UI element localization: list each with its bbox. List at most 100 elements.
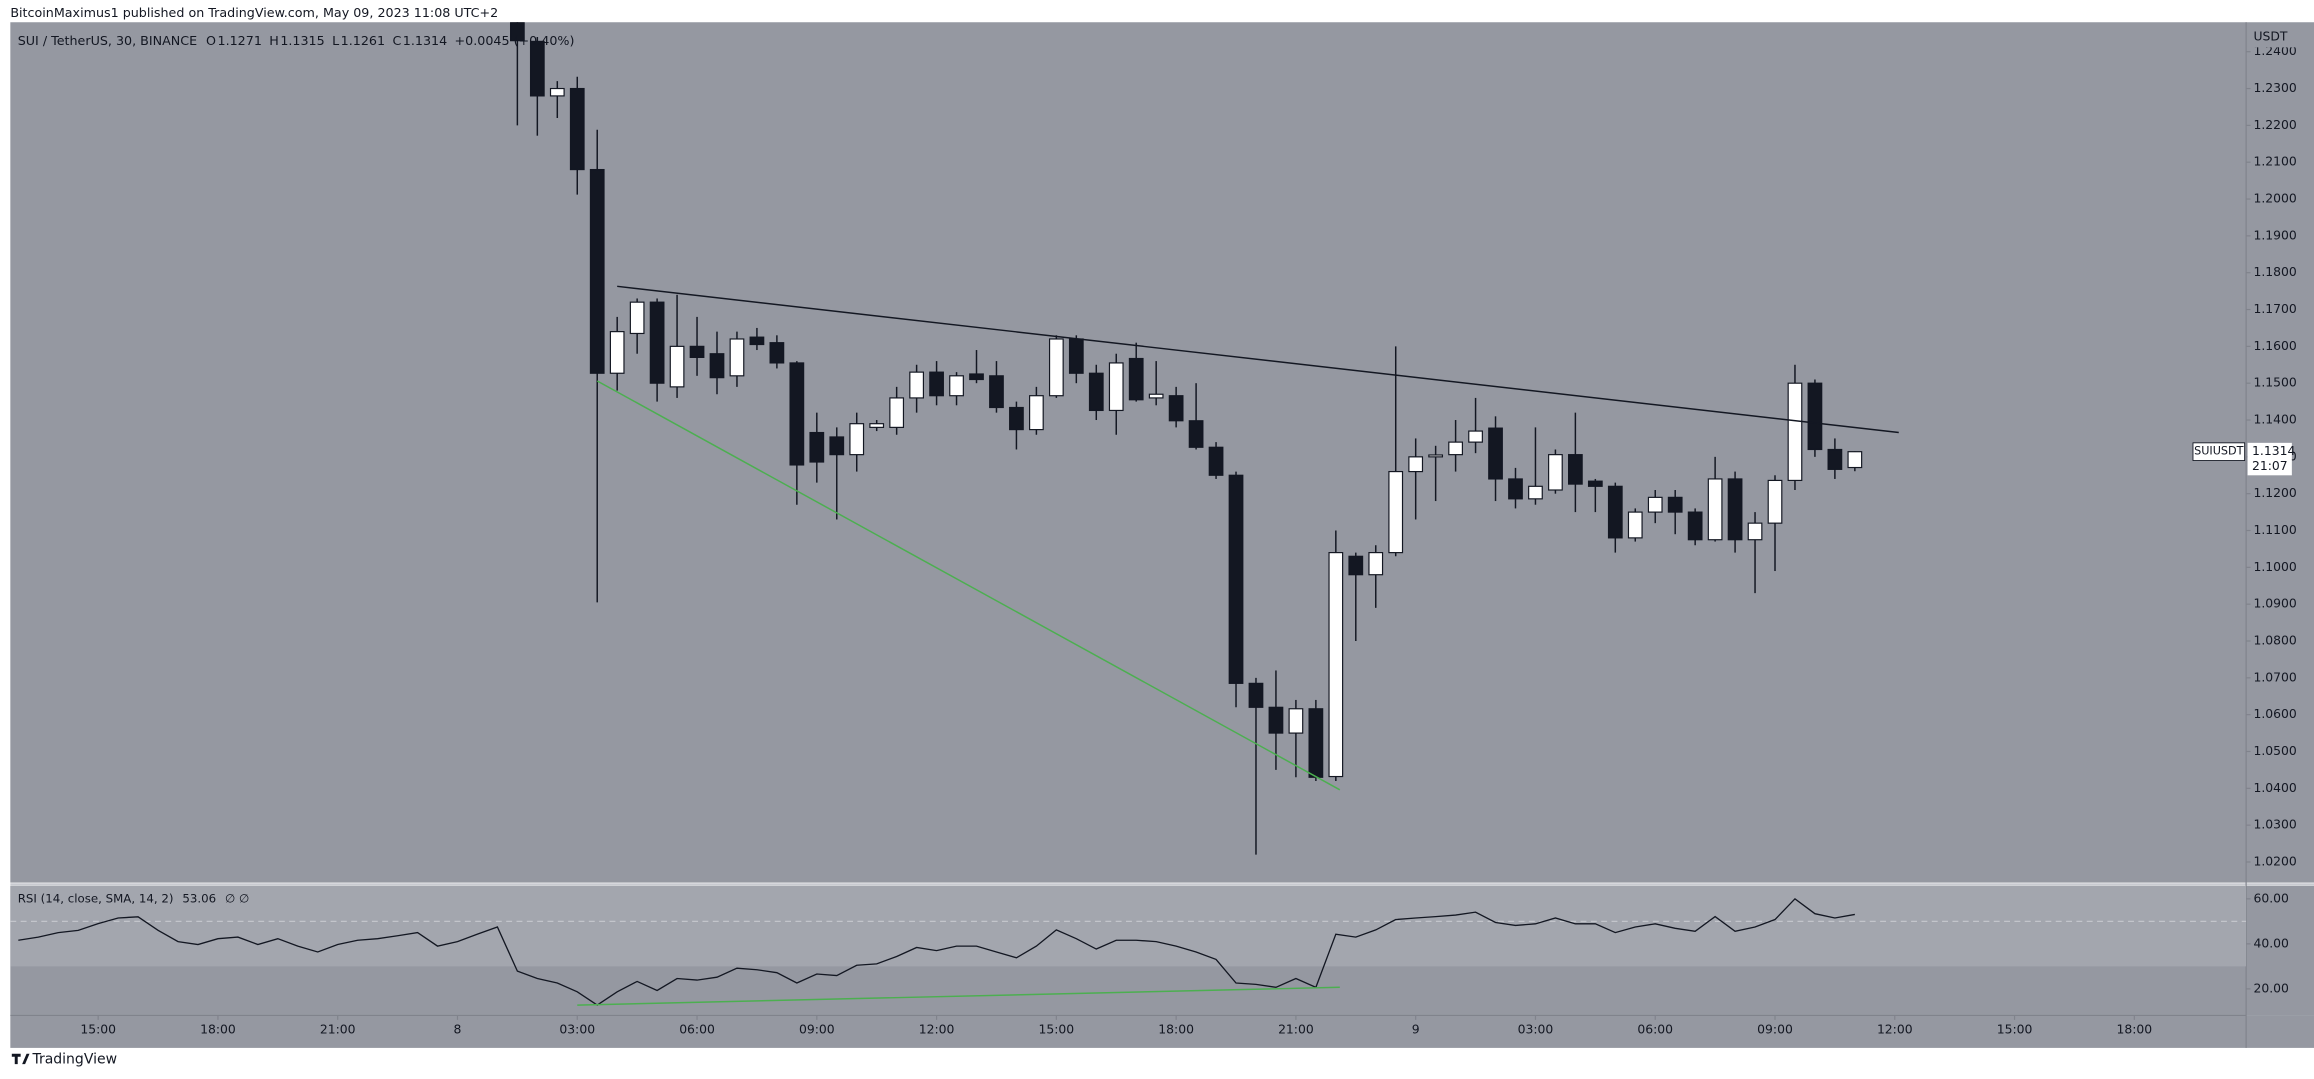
main-pane bbox=[10, 22, 2314, 883]
candle-body bbox=[869, 423, 885, 428]
candle-body bbox=[1048, 338, 1064, 397]
candle-body bbox=[1727, 478, 1743, 541]
axes: 1.0200 1.0300 1.0400 1.0500 1.0600 1.0700 1.08… bbox=[80, 23, 2314, 1037]
x-tick-label: 15:00 bbox=[1039, 1022, 1075, 1037]
y-tick-label: 1.1600 bbox=[2253, 338, 2296, 353]
candle-body bbox=[1568, 454, 1583, 485]
candle-body bbox=[729, 338, 745, 377]
candle-body bbox=[909, 371, 924, 399]
y-tick-label: 40.00 bbox=[2253, 935, 2289, 950]
trend-line bbox=[617, 285, 1899, 434]
time-axis bbox=[10, 1015, 2314, 1048]
symbol-tag: SUIUSDT bbox=[2194, 445, 2244, 458]
candle-body bbox=[689, 345, 705, 358]
y-tick-label: 1.1800 bbox=[2253, 264, 2296, 279]
y-tick-label: 1.1700 bbox=[2253, 301, 2296, 316]
candle-body bbox=[609, 331, 625, 374]
candle-body bbox=[709, 353, 725, 379]
candle-body bbox=[1208, 446, 1224, 476]
x-tick-label: 8 bbox=[454, 1022, 462, 1037]
candle-body bbox=[1448, 441, 1463, 456]
candle-body bbox=[1587, 480, 1603, 487]
candle-body bbox=[589, 168, 605, 374]
x-tick-label: 03:00 bbox=[1518, 1022, 1554, 1037]
price-tag: 1.1314 bbox=[2252, 443, 2295, 458]
y-tick-label: 1.2100 bbox=[2253, 154, 2296, 169]
candle-body bbox=[1428, 454, 1444, 458]
y-tick-label: 1.1100 bbox=[2253, 522, 2296, 537]
candle-body bbox=[1827, 448, 1843, 470]
y-tick-label: 1.1200 bbox=[2253, 485, 2296, 500]
rsi-band bbox=[10, 885, 2247, 967]
candle-body bbox=[789, 362, 805, 466]
candle-body bbox=[1188, 420, 1204, 448]
candle-body bbox=[1308, 708, 1324, 778]
y-tick-label: 1.0800 bbox=[2253, 633, 2296, 648]
candle-body bbox=[1747, 522, 1763, 541]
x-tick-label: 12:00 bbox=[919, 1022, 955, 1037]
candle-body bbox=[769, 342, 785, 364]
axis-label-bg bbox=[2247, 23, 2314, 48]
candle-body bbox=[1009, 406, 1024, 431]
publish-header: BitcoinMaximus1 published on TradingView… bbox=[10, 5, 498, 20]
candle-body bbox=[949, 375, 964, 397]
rsi-plot bbox=[10, 885, 2247, 1006]
logo-icon bbox=[11, 1053, 30, 1065]
y-tick-label: 1.0900 bbox=[2253, 596, 2296, 611]
y-tick-label: 1.2300 bbox=[2253, 80, 2296, 95]
candle-body bbox=[1128, 357, 1144, 401]
rsi-value: 53.06 bbox=[182, 891, 216, 905]
candle-body bbox=[1787, 382, 1803, 482]
x-tick-label: 03:00 bbox=[559, 1022, 595, 1037]
legend-title: SUI / TetherUS, 30, BINANCE bbox=[18, 33, 197, 48]
divergence-line bbox=[577, 986, 1340, 1006]
symbol-tag-bg bbox=[2192, 442, 2246, 461]
candle-body bbox=[649, 301, 665, 384]
legend-change: +0.0045 (+0.40%) bbox=[455, 33, 575, 48]
candle-body bbox=[1248, 682, 1264, 708]
candle-body bbox=[1707, 478, 1723, 541]
footer-logo: TradingView bbox=[11, 1052, 117, 1068]
y-tick-label: 1.0500 bbox=[2253, 743, 2296, 758]
x-tick-label: 15:00 bbox=[1997, 1022, 2033, 1037]
candle-body bbox=[929, 371, 944, 397]
candle-body bbox=[1348, 555, 1364, 576]
candle-body bbox=[1528, 485, 1543, 500]
candle-body bbox=[1088, 372, 1104, 412]
candle-body bbox=[1488, 427, 1503, 480]
x-tick-label: 09:00 bbox=[799, 1022, 835, 1037]
candle-body bbox=[989, 375, 1004, 409]
candle-body bbox=[629, 301, 645, 335]
candle-body bbox=[569, 87, 585, 171]
legend: SUI / TetherUS, 30, BINANCE O 1.1271 H 1.131… bbox=[18, 33, 575, 905]
candle-body bbox=[1408, 456, 1424, 473]
candle-body bbox=[849, 423, 865, 456]
y-tick-label: 1.0300 bbox=[2253, 817, 2296, 832]
y-tick-label: 1.1900 bbox=[2253, 227, 2296, 242]
candle-body bbox=[1108, 362, 1124, 412]
candle-body bbox=[1168, 395, 1184, 422]
y-tick-label: 1.1400 bbox=[2253, 412, 2296, 427]
y-tick-label: 1.1000 bbox=[2253, 559, 2296, 574]
candle-body bbox=[509, 22, 525, 42]
y-tick-label: 1.2000 bbox=[2253, 191, 2296, 206]
x-tick-label: 06:00 bbox=[679, 1022, 715, 1037]
candle-body bbox=[1468, 430, 1483, 443]
candle-body bbox=[969, 373, 984, 381]
candle-body bbox=[1548, 454, 1563, 491]
candle-body bbox=[1288, 708, 1304, 734]
x-tick-label: 09:00 bbox=[1757, 1022, 1793, 1037]
legend-key: O bbox=[206, 33, 216, 48]
candle-body bbox=[1328, 552, 1344, 778]
legend-value: 1.1314 bbox=[403, 33, 447, 48]
candle-body bbox=[549, 87, 565, 97]
rsi-na: ∅ ∅ bbox=[225, 891, 249, 905]
candle-body bbox=[1268, 706, 1284, 734]
y-tick-label: 1.2200 bbox=[2253, 117, 2296, 132]
candle-body bbox=[1607, 485, 1623, 539]
y-axis-label: USDT bbox=[2253, 29, 2287, 44]
candle-body bbox=[1627, 511, 1643, 539]
x-tick-label: 18:00 bbox=[200, 1022, 236, 1037]
candle-body bbox=[1388, 470, 1404, 554]
